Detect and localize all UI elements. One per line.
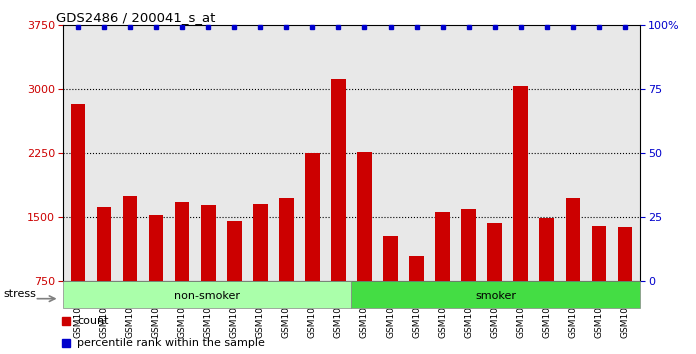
Bar (97, 207, 111, 281)
Bar (357, 152, 372, 281)
Bar (461, 209, 476, 281)
Bar (175, 202, 189, 281)
Text: GDS2486 / 200041_s_at: GDS2486 / 200041_s_at (56, 11, 215, 24)
Text: non-smoker: non-smoker (174, 291, 240, 301)
Bar (279, 199, 294, 281)
Bar (227, 221, 242, 281)
Bar (149, 215, 164, 281)
Bar (351, 281, 640, 308)
Text: stress: stress (3, 289, 36, 299)
Bar (487, 223, 502, 281)
Bar (514, 86, 528, 281)
Bar (566, 199, 580, 281)
Bar (539, 218, 554, 281)
Bar (306, 153, 319, 281)
Bar (383, 236, 397, 281)
Bar (253, 204, 267, 281)
Bar (617, 227, 632, 281)
Bar (409, 256, 424, 281)
Bar (201, 205, 216, 281)
Bar (592, 226, 606, 281)
Bar (331, 79, 346, 281)
Bar (71, 104, 86, 281)
Text: count: count (77, 316, 109, 326)
Bar (123, 196, 137, 281)
Bar (63, 281, 351, 308)
Text: percentile rank within the sample: percentile rank within the sample (77, 338, 265, 348)
Text: smoker: smoker (475, 291, 516, 301)
Bar (436, 212, 450, 281)
